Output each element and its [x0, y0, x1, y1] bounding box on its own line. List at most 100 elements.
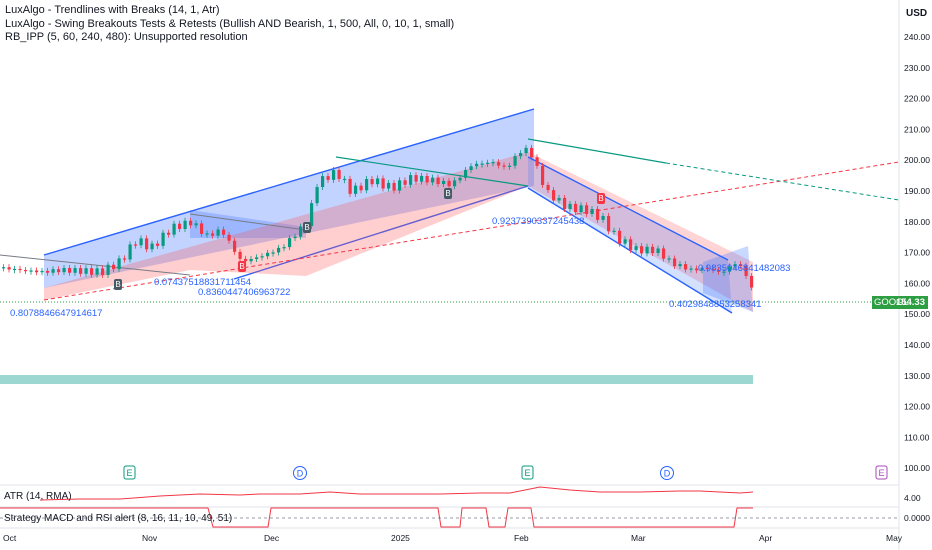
swing-marker-text: B	[304, 223, 309, 232]
bull-channel-lower	[233, 185, 529, 280]
price-label: 230.00	[904, 63, 930, 73]
candle	[502, 165, 506, 167]
candle	[117, 258, 121, 270]
candle	[469, 166, 473, 170]
candle	[266, 252, 270, 257]
indicator-trendlines[interactable]: LuxAlgo - Trendlines with Breaks (14, 1,…	[5, 4, 220, 16]
price-label: 240.00	[904, 32, 930, 42]
candle	[139, 238, 143, 246]
dividend-marker[interactable]	[293, 466, 307, 480]
dividend-marker[interactable]	[660, 466, 674, 480]
candle	[733, 264, 737, 267]
candle	[282, 247, 286, 249]
candle	[343, 178, 347, 181]
support-band	[0, 375, 753, 384]
candle	[106, 264, 110, 275]
candle	[310, 203, 314, 227]
trendline-grey	[189, 213, 307, 231]
candle	[392, 182, 396, 191]
atr-pane-label[interactable]: ATR (14, RMA)	[4, 491, 72, 502]
candle	[365, 179, 369, 191]
candle	[651, 246, 655, 254]
candle	[585, 205, 589, 214]
candle	[607, 216, 611, 232]
swing-marker	[114, 279, 122, 290]
candle	[205, 233, 209, 235]
candle	[24, 269, 28, 272]
candle	[706, 267, 710, 270]
annotation-label: 0.4029848853258341	[669, 299, 761, 310]
earnings-marker-future[interactable]	[875, 465, 888, 480]
candle	[244, 258, 248, 262]
candle	[376, 178, 380, 185]
strategy-line	[0, 507, 753, 528]
price-label: 180.00	[904, 217, 930, 227]
candle	[299, 226, 303, 237]
candle	[255, 257, 259, 260]
candle	[200, 223, 204, 234]
trendline-projection	[665, 162, 900, 201]
swing-marker-text: B	[445, 189, 450, 198]
candle	[612, 230, 616, 232]
swing-marker-text: B	[598, 194, 603, 203]
candle	[689, 268, 693, 270]
time-label: Mar	[631, 533, 646, 543]
candle	[112, 264, 116, 270]
swing-marker	[303, 222, 311, 233]
earnings-marker[interactable]	[123, 465, 136, 480]
earnings-marker-text: E	[524, 468, 530, 478]
annotation-label: 0.07437518831711454	[154, 277, 251, 288]
candle	[29, 270, 33, 272]
candle	[662, 248, 666, 259]
candle	[480, 163, 484, 165]
candle	[574, 203, 578, 213]
candle	[7, 267, 11, 270]
candle	[645, 246, 649, 254]
candle	[277, 247, 281, 253]
candle	[359, 185, 363, 191]
candle	[722, 271, 726, 273]
time-label: May	[886, 533, 903, 543]
candle	[222, 229, 226, 235]
candle	[640, 246, 644, 254]
indicator-swing-breakouts[interactable]: LuxAlgo - Swing Breakouts Tests & Retest…	[5, 17, 455, 30]
time-label: Dec	[264, 533, 280, 543]
current-price-tag: GOOGL 154.33	[872, 296, 928, 309]
candle	[79, 268, 83, 274]
price-label: 190.00	[904, 186, 930, 196]
candle	[211, 233, 215, 236]
candle	[95, 268, 99, 275]
price-tag-value: 154.33	[895, 297, 925, 308]
candle	[128, 244, 132, 260]
strategy-pane-label[interactable]: Strategy MACD and RSI alert (8, 16, 11, …	[4, 513, 233, 524]
candle	[194, 223, 198, 226]
bear-channel-upper	[527, 156, 729, 261]
candle	[161, 232, 165, 246]
candle	[227, 234, 231, 241]
candle	[491, 162, 495, 164]
candle	[321, 176, 325, 188]
candle	[684, 264, 688, 270]
candle	[453, 180, 457, 187]
price-label: 150.00	[904, 309, 930, 319]
candle	[486, 162, 490, 164]
candle	[183, 220, 187, 229]
currency-label[interactable]: USD	[906, 8, 928, 19]
earnings-marker[interactable]	[521, 465, 534, 480]
candle	[750, 275, 754, 288]
candle	[409, 175, 413, 185]
price-tag-symbol: GOOGL	[874, 297, 909, 308]
candle	[51, 269, 55, 273]
candle	[695, 268, 699, 271]
price-label: 170.00	[904, 248, 930, 258]
candle	[398, 180, 402, 191]
candle	[728, 266, 732, 272]
candle	[150, 243, 154, 250]
candle	[348, 178, 352, 194]
candle	[563, 197, 567, 210]
candle	[123, 258, 127, 260]
indicator-rb-ipp[interactable]: RB_IPP (5, 60, 240, 480): Unsupported re…	[5, 31, 248, 43]
candle	[414, 175, 418, 182]
candle	[530, 147, 534, 158]
